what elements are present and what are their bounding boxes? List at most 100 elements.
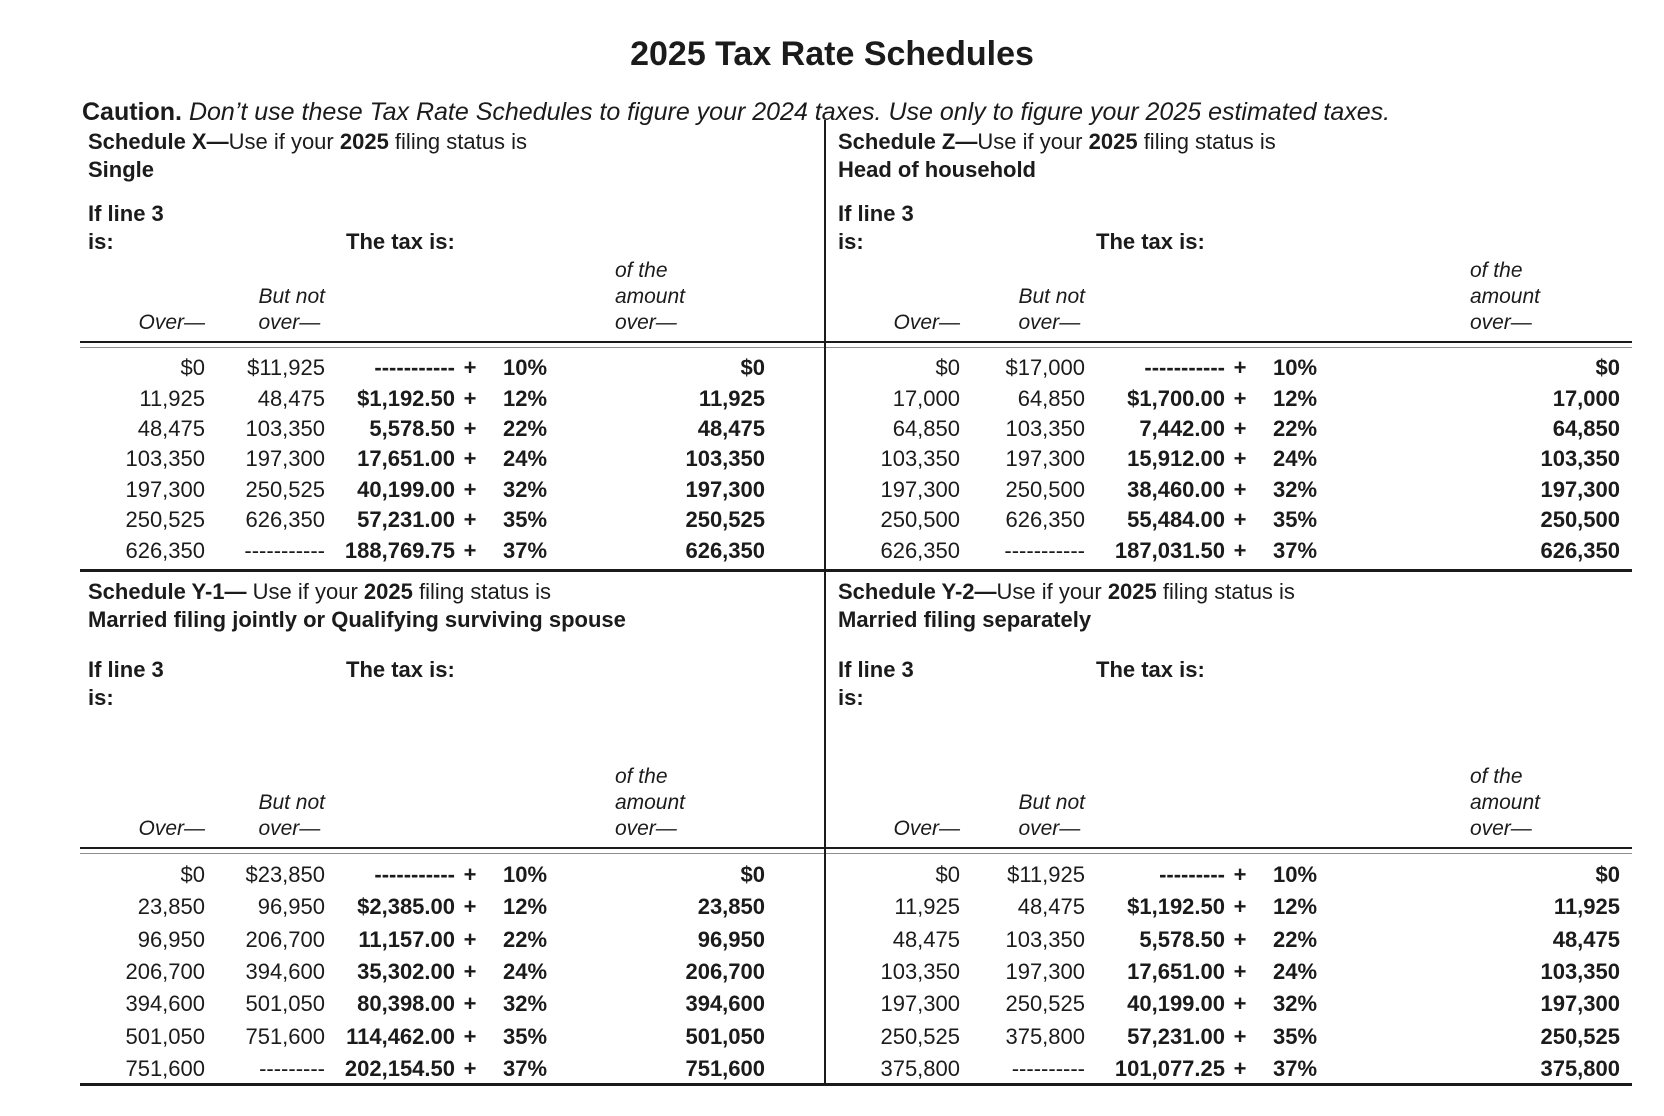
amount-over-cell: 197,300: [685, 476, 765, 502]
schedule-name: Schedule Y-1—: [88, 579, 253, 604]
schedule-use-text: Use if your: [228, 129, 340, 154]
page-title: 2025 Tax Rate Schedules: [630, 34, 1034, 73]
bottom-section-rule: [80, 1083, 1632, 1086]
table-row: 501,050 751,600 114,462.00 + 35% 501,050: [88, 1020, 765, 1052]
table-row: 48,475 103,350 5,578.50 + 22% 48,475: [88, 414, 765, 444]
table-row: $0 $17,000 ----------- + 10% $0: [838, 353, 1620, 383]
plus-sign: +: [1233, 476, 1247, 502]
over-cell: 48,475: [137, 415, 205, 441]
amount-over-cell: 96,950: [697, 926, 765, 952]
amount-over-cell: 103,350: [1540, 959, 1620, 985]
amount-over-cell: 197,300: [1540, 991, 1620, 1017]
table-row: 17,000 64,850 $1,700.00 + 12% 17,000: [838, 383, 1620, 413]
but-not-over-cell: 250,525: [1005, 991, 1085, 1017]
table-row: 11,925 48,475 $1,192.50 + 12% 11,925: [838, 891, 1620, 923]
column-headers: Over— But not over— of the amount over—: [80, 764, 824, 842]
rate-cell: 22%: [1273, 415, 1318, 441]
header-rule: [80, 341, 824, 348]
over-header: Over—: [893, 817, 960, 840]
table-row: 197,300 250,525 40,199.00 + 32% 197,300: [838, 988, 1620, 1020]
over-text: over—: [1018, 311, 1081, 334]
tax-amount-cell: 5,578.50: [369, 415, 455, 441]
tax-amount-cell: 57,231.00: [357, 507, 455, 533]
schedule-x-panel: Schedule X—Use if your 2025 filing statu…: [80, 120, 824, 572]
tax-amount-cell: -----------: [1144, 355, 1225, 381]
over-cell: 197,300: [125, 476, 205, 502]
table-row: 250,500 626,350 55,484.00 + 35% 250,500: [838, 505, 1620, 535]
table-row: 626,350 ----------- 187,031.50 + 37% 626…: [838, 535, 1620, 565]
table-row: 23,850 96,950 $2,385.00 + 12% 23,850: [88, 891, 765, 923]
if-line3-row: If line 3 is: The tax is:: [824, 656, 1632, 712]
if-line3-label: If line 3 is:: [88, 200, 765, 256]
table-row: 103,350 197,300 17,651.00 + 24% 103,350: [838, 956, 1620, 988]
over-cell: 751,600: [125, 1055, 205, 1081]
tax-bracket-rows: $0 $11,925 ----------- + 10% $0 11,925 4…: [80, 353, 824, 566]
plus-sign: +: [1233, 959, 1247, 985]
over-cell: $0: [935, 355, 960, 381]
plus-sign: +: [1233, 355, 1247, 381]
but-not-over-cell: ----------: [1011, 1055, 1085, 1081]
over-cell: 48,475: [892, 926, 960, 952]
rate-cell: 35%: [1273, 1023, 1318, 1049]
table-row: 250,525 626,350 57,231.00 + 35% 250,525: [88, 505, 765, 535]
amount-over-cell: 197,300: [1540, 476, 1620, 502]
tax-amount-cell: 38,460.00: [1127, 476, 1225, 502]
column-headers: Over— But not over— of the amount over—: [80, 258, 824, 336]
over-text: over—: [614, 311, 677, 334]
if-line3-text: If line 3: [838, 201, 914, 226]
schedule-name: Schedule Y-2—: [838, 579, 997, 604]
tax-amount-cell: $1,192.50: [1127, 894, 1225, 920]
rate-cell: 24%: [1273, 959, 1318, 985]
but-not-over-cell: 64,850: [1017, 385, 1085, 411]
amount-text: amount: [1469, 791, 1540, 814]
but-not-over-cell: 375,800: [1005, 1023, 1085, 1049]
filing-status: Head of household: [838, 157, 1036, 182]
over-cell: 11,925: [894, 894, 960, 920]
rate-cell: 10%: [1273, 355, 1318, 381]
but-not-over-cell: 250,525: [245, 476, 325, 502]
over-cell: 197,300: [880, 991, 960, 1017]
but-not-over-cell: 206,700: [245, 926, 325, 952]
plus-sign: +: [1233, 1023, 1247, 1049]
table-row: 11,925 48,475 $1,192.50 + 12% 11,925: [88, 383, 765, 413]
amount-text: amount: [1469, 285, 1540, 308]
of-amount-over-header: of the amount over—: [1330, 764, 1620, 842]
schedule-status-text: filing status is: [412, 579, 552, 604]
but-not-text: But not: [258, 285, 325, 308]
tax-amount-cell: 202,154.50: [344, 1055, 455, 1081]
tax-bracket-rows: $0 $17,000 ----------- + 10% $0 17,000 6…: [824, 353, 1632, 566]
if-line3-text: If line 3: [838, 657, 914, 682]
plus-sign: +: [1233, 1055, 1247, 1081]
rate-cell: 32%: [503, 476, 548, 502]
amount-over-cell: 11,925: [1553, 894, 1620, 920]
over-header: Over—: [138, 311, 205, 334]
tax-amount-cell: 17,651.00: [1127, 959, 1225, 985]
amount-over-cell: $0: [740, 355, 765, 381]
over-text: over—: [258, 311, 321, 334]
over-text: over—: [614, 817, 677, 840]
of-the-text: of the: [1469, 765, 1523, 788]
rate-cell: 37%: [1273, 537, 1318, 563]
of-the-text: of the: [1469, 259, 1523, 282]
filing-status: Married filing jointly or Qualifying sur…: [88, 607, 626, 632]
over-cell: 17,000: [892, 385, 960, 411]
but-not-over-cell: 250,500: [1005, 476, 1085, 502]
rate-cell: 10%: [1273, 862, 1318, 888]
over-cell: 96,950: [137, 926, 205, 952]
but-not-over-header: But not over—: [205, 284, 325, 336]
rate-cell: 37%: [503, 537, 548, 563]
tax-amount-cell: 40,199.00: [357, 476, 455, 502]
tax-amount-cell: 35,302.00: [357, 959, 455, 985]
table-row: 48,475 103,350 5,578.50 + 22% 48,475: [838, 924, 1620, 956]
over-cell: $0: [180, 862, 205, 888]
filing-status: Married filing separately: [838, 607, 1092, 632]
but-not-over-header: But not over—: [960, 790, 1085, 842]
amount-over-cell: 103,350: [1540, 446, 1620, 472]
tax-is-label: The tax is:: [1096, 229, 1205, 254]
if-line3-text: If line 3: [88, 657, 164, 682]
but-not-over-cell: 103,350: [1005, 415, 1085, 441]
schedule-use-text: Use if your: [252, 579, 364, 604]
column-headers: Over— But not over— of the amount over—: [824, 764, 1632, 842]
over-cell: 375,800: [880, 1055, 960, 1081]
table-row: 206,700 394,600 35,302.00 + 24% 206,700: [88, 956, 765, 988]
